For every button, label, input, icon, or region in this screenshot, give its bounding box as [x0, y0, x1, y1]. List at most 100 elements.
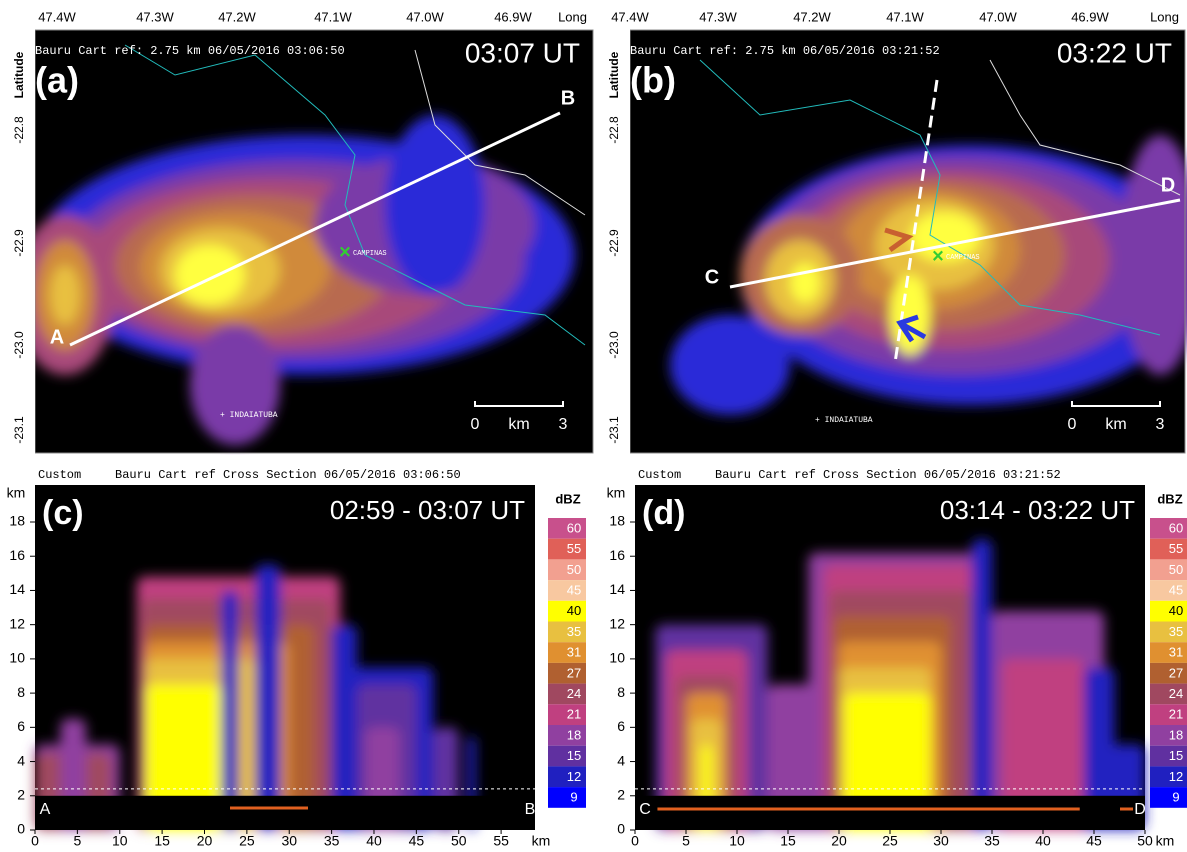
point-label: B	[561, 87, 575, 109]
x-tick-label: 40	[1035, 833, 1051, 849]
x-tick-label: 45	[409, 833, 425, 849]
y-tick-label: -23.1	[12, 416, 26, 444]
colorbar-swatch	[1150, 642, 1187, 663]
colorbar-swatch	[548, 787, 586, 808]
colorbar-swatch	[1150, 766, 1187, 788]
y-tick-label: 6	[617, 718, 625, 734]
x-axis-label: Long	[558, 9, 587, 24]
echo-region	[145, 684, 222, 830]
endpoint-label: D	[1134, 801, 1146, 818]
x-tick-label: 47.3W	[699, 9, 737, 24]
endpoint-label: B	[525, 801, 536, 818]
x-tick-label: 35	[984, 833, 1000, 849]
y-tick-label: 14	[9, 581, 25, 597]
arrow	[896, 314, 927, 343]
boundary	[124, 44, 586, 346]
city-marker: ×	[932, 245, 944, 267]
x-tick-label: 47.3W	[136, 9, 174, 24]
colorbar-swatch	[548, 621, 586, 643]
y-tick-label: -22.9	[12, 229, 26, 257]
echo	[655, 539, 1145, 830]
echo-region	[255, 564, 281, 830]
header: Bauru Cart ref Cross Section 06/05/2016 …	[715, 468, 1061, 482]
y-tick-label: 4	[17, 752, 25, 768]
mode-label: Custom	[638, 468, 681, 482]
x-tick-label: 25	[239, 833, 255, 849]
y-tick-label: 14	[609, 581, 625, 597]
x-tick-label: 5	[73, 833, 81, 849]
x-tick-label: 47.2W	[218, 9, 256, 24]
x-tick-label: 30	[933, 833, 949, 849]
colorbar-swatch	[548, 704, 586, 725]
top-strip	[600, 5, 1187, 29]
colorbar-label: 18	[567, 727, 581, 742]
colorbar-swatch	[548, 766, 586, 788]
colorbar-swatch	[1150, 518, 1187, 539]
y-tick-label: 16	[609, 547, 625, 563]
colorbar-label: 27	[567, 665, 581, 680]
colorbar-swatch	[548, 725, 586, 746]
y-tick-label: 6	[17, 718, 25, 734]
y-tick-label: -23.1	[607, 416, 621, 444]
colorbar-label: 55	[567, 541, 581, 556]
endpoint-label: C	[639, 801, 651, 818]
colorbar-swatch	[548, 518, 586, 539]
map-panel: 47.4W 47.3W 47.2W 47.1W 47.0W 46.9W Long Latitu…	[600, 5, 1187, 455]
colorbar-label: 27	[1169, 665, 1183, 680]
echo-region	[221, 590, 239, 830]
echo	[15, 115, 575, 445]
y-tick-label: 12	[9, 615, 25, 631]
section-line	[69, 111, 561, 347]
colorbar-label: 31	[567, 645, 581, 660]
map-panel: 47.4W 47.3W 47.2W 47.1W 47.0W 46.9W Long Latitu…	[5, 5, 595, 455]
colorbar-swatch	[1150, 683, 1187, 705]
x-tick-label: 47.4W	[38, 9, 76, 24]
colorbar-swatch	[1150, 600, 1187, 622]
echo-contour	[190, 325, 280, 445]
x-tick-label: 30	[281, 833, 297, 849]
colorbar-label: 50	[567, 562, 581, 577]
header: Bauru Cart ref: 2.75 km 06/05/2016 03:21…	[630, 44, 940, 58]
colorbar-label: 18	[1169, 727, 1183, 742]
scale-label: km	[508, 416, 529, 433]
echo-contour	[1120, 135, 1187, 375]
y-tick-label: 10	[609, 650, 625, 666]
y-unit: km	[7, 485, 26, 501]
top-strip	[5, 5, 595, 29]
colorbar-label: 35	[567, 624, 581, 639]
x-tick-label: 50	[451, 833, 467, 849]
echo-contour	[890, 275, 930, 355]
y-tick-label: -22.8	[607, 116, 621, 144]
x-tick-label: 55	[493, 833, 509, 849]
colorbar-label: 50	[1169, 562, 1183, 577]
echo-contour	[50, 265, 80, 325]
echo-contour	[175, 245, 245, 305]
scale-label: 0	[471, 416, 480, 433]
panel-letter: (b)	[630, 60, 676, 101]
boundary	[989, 59, 1181, 196]
colorbar-label: 45	[1169, 583, 1183, 598]
x-tick-label: 5	[682, 833, 690, 849]
x-tick-label: 15	[780, 833, 796, 849]
panel-letter: (c)	[42, 494, 84, 532]
time-label: 03:14 - 03:22 UT	[940, 495, 1135, 525]
dashed-line	[893, 79, 939, 364]
colorbar-label: 55	[1169, 541, 1183, 556]
panel-letter: (a)	[35, 60, 79, 101]
colorbar-swatch	[1150, 704, 1187, 725]
panel-letter: (d)	[642, 494, 685, 532]
x-tick-label: 10	[112, 833, 128, 849]
x-tick-label: 50	[1137, 833, 1153, 849]
y-tick-label: 16	[9, 547, 25, 563]
city-label: + INDAIATUBA	[220, 411, 278, 420]
colorbar-swatch	[1150, 580, 1187, 601]
x-unit: km	[532, 833, 551, 849]
colorbar-label: 12	[567, 769, 581, 784]
colorbar-label: 12	[1169, 769, 1183, 784]
y-tick-label: 12	[609, 615, 625, 631]
colorbar-swatch	[548, 745, 586, 767]
y-tick-label: 0	[17, 821, 25, 837]
x-tick-label: 25	[882, 833, 898, 849]
y-tick-label: 18	[609, 513, 625, 529]
ground	[35, 795, 535, 830]
